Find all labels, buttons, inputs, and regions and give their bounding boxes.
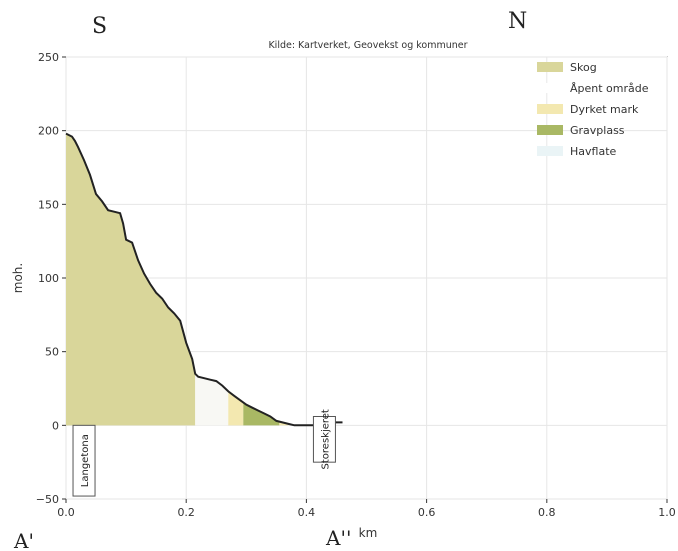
- x-tick-label-2: 0.4: [298, 506, 316, 519]
- legend-swatch-3: [537, 125, 563, 135]
- legend-swatch-2: [537, 104, 563, 114]
- x-tick-label-1: 0.2: [177, 506, 195, 519]
- place-labels: Langetona Storeskjeret: [72, 409, 336, 497]
- x-tick-label-3: 0.6: [418, 506, 436, 519]
- y-axis-ticks: −50 0 50 100 150 200 250: [36, 51, 66, 506]
- legend-item-3: Gravplass: [537, 124, 625, 137]
- y-axis-label: moh.: [11, 263, 25, 293]
- annotation-south: S: [92, 14, 107, 39]
- legend-label-0: Skog: [570, 61, 597, 74]
- legend: Skog Åpent område Dyrket mark Gravplass Havf…: [537, 61, 649, 158]
- legend-swatch-1: [537, 83, 563, 93]
- legend-label-2: Dyrket mark: [570, 103, 639, 116]
- y-tick-label-0: −50: [36, 493, 59, 506]
- landcover-0: [66, 133, 196, 426]
- legend-item-2: Dyrket mark: [537, 103, 639, 116]
- legend-label-4: Havflate: [570, 145, 617, 158]
- annotation-a-prime: A': [13, 529, 34, 551]
- legend-label-3: Gravplass: [570, 124, 625, 137]
- y-tick-label-3: 100: [38, 272, 59, 285]
- legend-swatch-0: [537, 62, 563, 72]
- place-label-text-0: Langetona: [80, 434, 91, 487]
- x-axis-label: km: [359, 526, 378, 540]
- legend-label-1: Åpent område: [570, 82, 649, 95]
- x-tick-label-4: 0.8: [538, 506, 556, 519]
- place-label-1: Storeskjeret: [312, 409, 336, 469]
- legend-swatch-4: [537, 146, 563, 156]
- y-tick-label-2: 50: [45, 346, 59, 359]
- place-label-box-1: [312, 415, 336, 463]
- place-label-box-0: [72, 424, 96, 497]
- x-tick-label-5: 1.0: [658, 506, 676, 519]
- x-tick-label-0: 0.0: [57, 506, 75, 519]
- y-tick-label-4: 150: [38, 198, 59, 211]
- legend-item-1: Åpent område: [537, 82, 649, 95]
- annotation-north: N: [508, 9, 527, 34]
- place-label-0: Langetona: [72, 424, 96, 497]
- landcover-1: [195, 373, 229, 426]
- y-tick-label-1: 0: [52, 419, 59, 432]
- chart-title: Kilde: Kartverket, Geovekst og kommuner: [268, 40, 467, 51]
- landcover-fills: [66, 133, 289, 426]
- terrain-profile-line: [65, 132, 343, 427]
- annotation-a-double-prime: A'': [325, 526, 351, 550]
- x-axis-ticks: 0.0 0.2 0.4 0.6 0.8 1.0: [57, 499, 676, 519]
- legend-item-0: Skog: [537, 61, 597, 74]
- legend-item-4: Havflate: [537, 145, 617, 158]
- place-label-text-1: Storeskjeret: [320, 409, 331, 469]
- y-tick-label-5: 200: [38, 125, 59, 138]
- y-tick-label-6: 250: [38, 51, 59, 64]
